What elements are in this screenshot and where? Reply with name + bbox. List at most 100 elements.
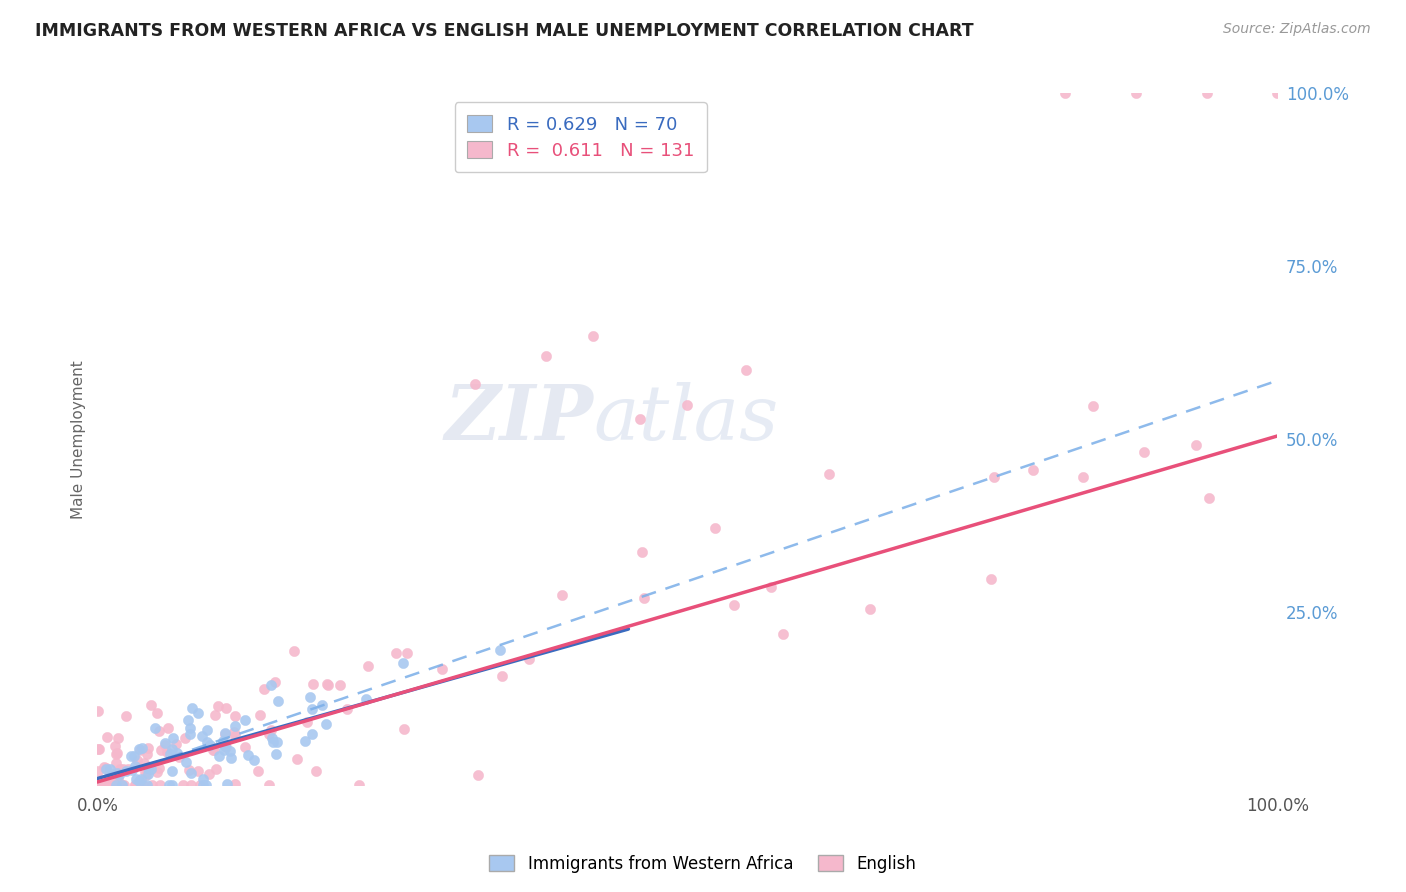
Point: [224, 719, 246, 733]
Point: [214, 739, 236, 753]
Point: [305, 764, 328, 778]
Y-axis label: Male Unemployment: Male Unemployment: [72, 360, 86, 519]
Point: [703, 521, 725, 535]
Point: [316, 677, 339, 691]
Point: [214, 726, 236, 740]
Point: [91, 779, 114, 793]
Point: [1195, 87, 1218, 101]
Point: [195, 723, 218, 737]
Point: [162, 731, 184, 746]
Point: [155, 736, 177, 750]
Point: [198, 738, 221, 752]
Point: [301, 727, 323, 741]
Point: [204, 708, 226, 723]
Point: [262, 731, 284, 746]
Point: [107, 772, 129, 787]
Point: [89, 779, 111, 793]
Point: [489, 642, 512, 657]
Point: [131, 741, 153, 756]
Point: [111, 779, 134, 793]
Point: [105, 768, 128, 782]
Point: [98, 767, 121, 781]
Point: [162, 742, 184, 756]
Point: [105, 779, 128, 793]
Point: [676, 398, 699, 412]
Point: [430, 662, 453, 676]
Legend: Immigrants from Western Africa, English: Immigrants from Western Africa, English: [482, 848, 924, 880]
Point: [86, 779, 108, 793]
Point: [1125, 87, 1147, 101]
Point: [267, 694, 290, 708]
Point: [761, 580, 783, 594]
Point: [136, 767, 159, 781]
Point: [128, 774, 150, 789]
Point: [1198, 491, 1220, 505]
Point: [285, 752, 308, 766]
Point: [96, 730, 118, 744]
Point: [858, 602, 880, 616]
Point: [188, 779, 211, 793]
Point: [630, 545, 652, 559]
Point: [172, 779, 194, 793]
Point: [517, 652, 540, 666]
Point: [215, 701, 238, 715]
Point: [114, 764, 136, 778]
Point: [356, 691, 378, 706]
Point: [1081, 399, 1104, 413]
Point: [723, 598, 745, 612]
Point: [148, 761, 170, 775]
Point: [136, 747, 159, 761]
Point: [127, 779, 149, 793]
Point: [1054, 87, 1077, 101]
Point: [356, 658, 378, 673]
Point: [173, 731, 195, 745]
Point: [467, 768, 489, 782]
Point: [260, 678, 283, 692]
Point: [385, 646, 408, 660]
Point: [128, 743, 150, 757]
Point: [187, 764, 209, 778]
Point: [253, 681, 276, 696]
Point: [179, 726, 201, 740]
Point: [162, 764, 184, 778]
Point: [224, 777, 246, 791]
Point: [302, 677, 325, 691]
Point: [107, 731, 129, 746]
Point: [141, 779, 163, 793]
Point: [105, 747, 128, 761]
Point: [257, 779, 280, 793]
Point: [157, 722, 180, 736]
Point: [125, 753, 148, 767]
Point: [219, 751, 242, 765]
Point: [464, 377, 486, 392]
Point: [179, 722, 201, 736]
Point: [243, 754, 266, 768]
Text: IMMIGRANTS FROM WESTERN AFRICA VS ENGLISH MALE UNEMPLOYMENT CORRELATION CHART: IMMIGRANTS FROM WESTERN AFRICA VS ENGLIS…: [35, 22, 974, 40]
Point: [266, 735, 288, 749]
Text: atlas: atlas: [593, 382, 779, 456]
Point: [328, 677, 350, 691]
Point: [125, 772, 148, 787]
Point: [551, 588, 574, 602]
Point: [283, 643, 305, 657]
Point: [336, 702, 359, 716]
Point: [124, 779, 146, 793]
Point: [107, 779, 129, 793]
Point: [153, 738, 176, 752]
Point: [735, 363, 758, 377]
Point: [89, 741, 111, 756]
Point: [217, 777, 239, 791]
Point: [191, 729, 214, 743]
Point: [136, 779, 159, 793]
Point: [105, 765, 128, 780]
Point: [249, 707, 271, 722]
Point: [139, 698, 162, 713]
Point: [211, 734, 233, 748]
Text: ZIP: ZIP: [444, 382, 593, 456]
Point: [219, 744, 242, 758]
Point: [156, 745, 179, 759]
Point: [107, 768, 129, 782]
Point: [124, 759, 146, 773]
Point: [87, 742, 110, 756]
Point: [301, 702, 323, 716]
